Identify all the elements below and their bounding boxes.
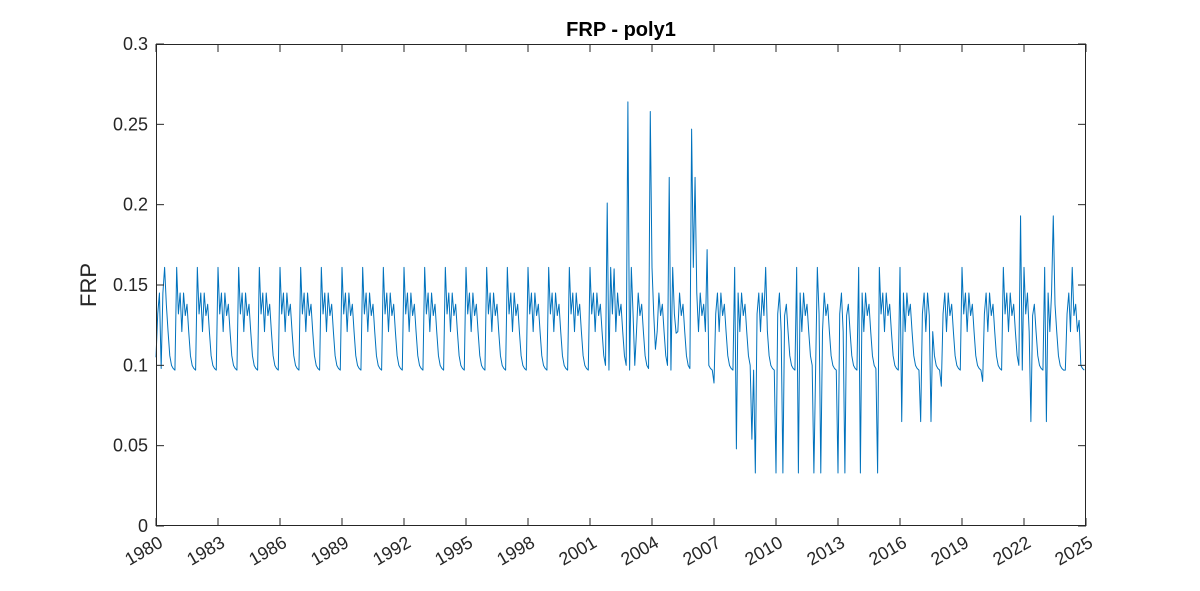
x-tick-label: 2019 [927, 532, 972, 569]
y-axis-label: FRP [76, 263, 101, 307]
x-tick-label: 1995 [431, 532, 476, 569]
y-tick-label: 0.05 [113, 436, 148, 456]
x-tick-label: 2022 [989, 532, 1034, 569]
y-tick-label: 0.3 [123, 34, 148, 54]
y-tick-label: 0 [138, 516, 148, 536]
x-tick-label: 2010 [741, 532, 786, 569]
x-tick-label: 2013 [803, 532, 848, 569]
y-tick-label: 0.15 [113, 275, 148, 295]
chart-title: FRP - poly1 [566, 19, 676, 41]
x-tick-label: 1998 [493, 532, 538, 569]
frp-line [155, 101, 1085, 474]
y-tick-label: 0.25 [113, 114, 148, 134]
x-tick-label: 2016 [865, 532, 910, 569]
y-axis: 0 0.05 0.1 0.15 0.2 0.25 0.3 [113, 34, 1086, 536]
x-tick-label: 2001 [555, 532, 600, 569]
x-tick-label: 1983 [183, 532, 228, 569]
x-tick-label: 1989 [307, 532, 352, 569]
x-tick-label: 1980 [121, 532, 166, 569]
x-tick-label: 2025 [1051, 532, 1096, 569]
x-tick-label: 2004 [617, 532, 662, 569]
x-tick-label: 2007 [679, 532, 724, 569]
x-tick-label: 1986 [245, 532, 290, 569]
plot-background [156, 44, 1086, 526]
x-tick-label: 1992 [369, 532, 414, 569]
y-tick-label: 0.1 [123, 355, 148, 375]
y-tick-label: 0.2 [123, 195, 148, 215]
